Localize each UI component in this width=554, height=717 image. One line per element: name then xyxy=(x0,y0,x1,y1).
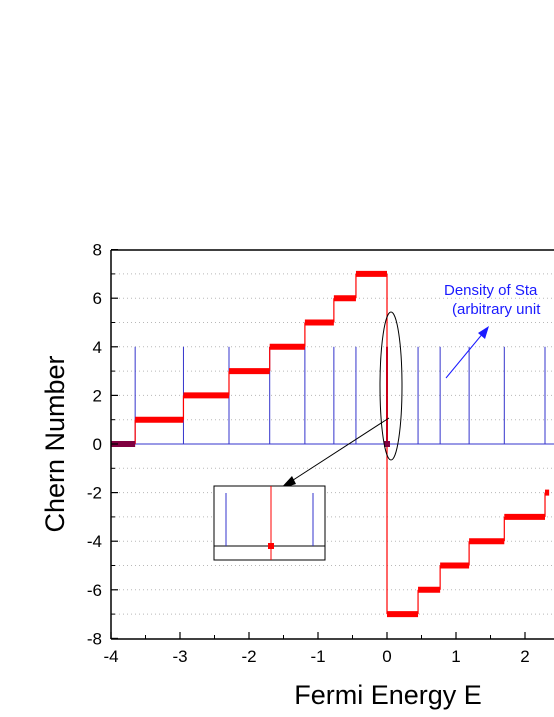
zoom-inset xyxy=(213,485,326,561)
zoom-ellipse xyxy=(379,311,403,461)
x-tick-label: 0 xyxy=(382,647,391,666)
axis-ticks: -8 -6 -4 -2 0 2 4 6 8 -4 -3 -2 -1 0 1 2 xyxy=(87,241,530,666)
y-axis-label: Chern Number xyxy=(40,355,70,532)
y-tick-label: 6 xyxy=(93,289,102,308)
chern-number-series xyxy=(111,270,550,618)
y-tick-label: -6 xyxy=(87,581,102,600)
x-tick-label: -4 xyxy=(103,647,118,666)
y-tick-label: 2 xyxy=(93,386,102,405)
x-tick-label: 2 xyxy=(520,647,529,666)
x-tick-label: -3 xyxy=(172,647,187,666)
y-tick-label: 4 xyxy=(93,338,102,357)
annotation-arrow xyxy=(445,331,485,379)
annotation-line-2: (arbitrary unit xyxy=(452,301,541,318)
annotation-line-1: Density of Sta xyxy=(444,282,538,299)
x-tick-label: -2 xyxy=(241,647,256,666)
inset-pointer-arrow xyxy=(280,417,390,489)
y-tick-label: -2 xyxy=(87,484,102,503)
y-tick-label: 8 xyxy=(93,241,102,260)
y-tick-label: -8 xyxy=(87,629,102,648)
dos-annotation: Density of Sta (arbitrary unit xyxy=(444,282,541,379)
annotation-arrowhead xyxy=(478,326,489,339)
y-tick-label: 0 xyxy=(93,435,102,454)
chern-zero-point xyxy=(384,441,390,447)
x-axis-label: Fermi Energy E xyxy=(294,680,482,710)
x-tick-label: -1 xyxy=(310,647,325,666)
y-tick-label: -4 xyxy=(87,532,102,551)
x-tick-label: 1 xyxy=(451,647,460,666)
